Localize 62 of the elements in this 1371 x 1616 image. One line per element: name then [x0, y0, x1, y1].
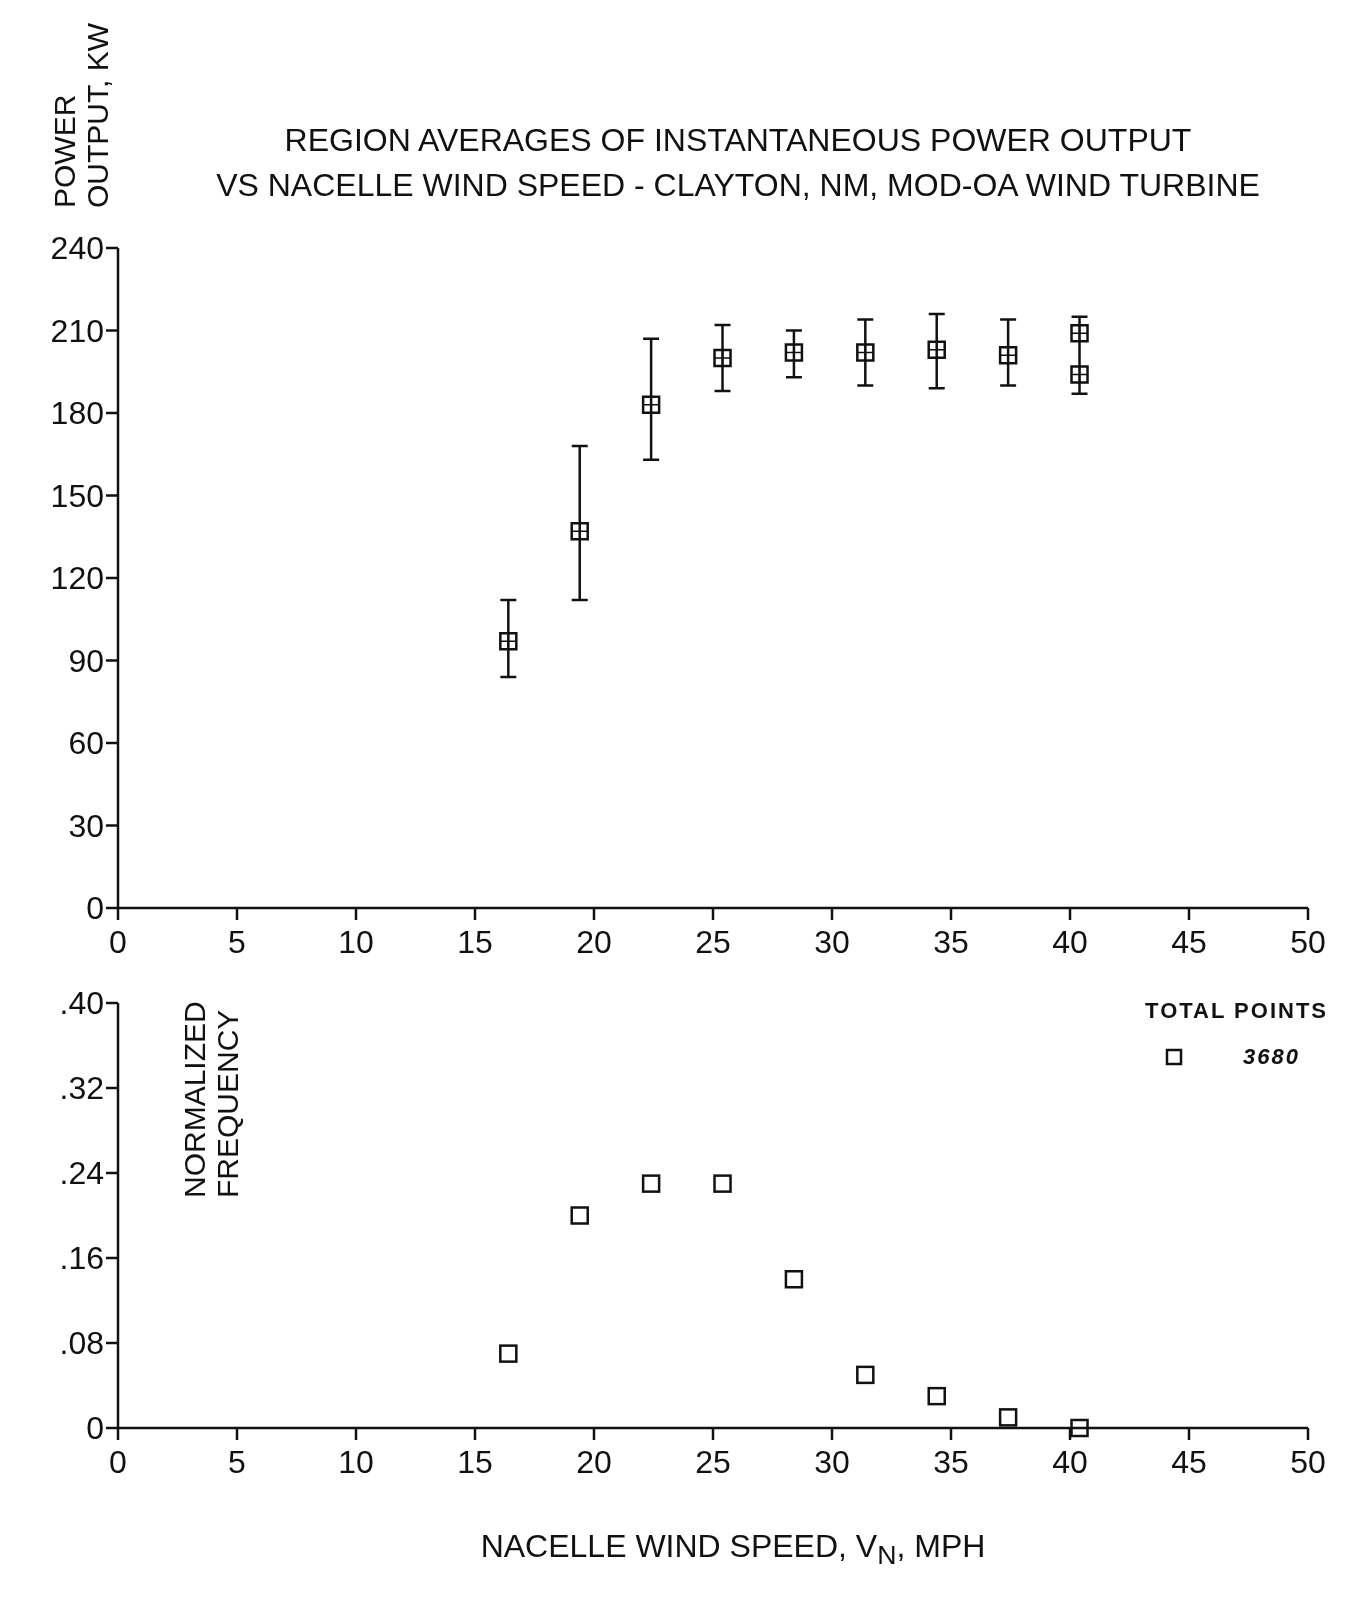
point	[499, 1344, 518, 1363]
x-tick-label: 50	[1290, 1443, 1326, 1480]
y-tick-label: 120	[50, 560, 104, 597]
y-tick-label: 30	[68, 807, 104, 844]
point	[641, 1174, 661, 1193]
x-tick-label: 15	[457, 923, 493, 960]
x-tick-label: 45	[1171, 923, 1207, 960]
point	[1070, 324, 1089, 343]
x-tick-label: 15	[457, 1443, 493, 1480]
point	[570, 1206, 589, 1225]
x-tick-label: 10	[338, 1443, 374, 1480]
x-tick-label: 40	[1052, 923, 1088, 960]
point	[570, 522, 589, 541]
x-tick-label: 20	[576, 1443, 612, 1480]
chart-title: REGION AVERAGES OF INSTANTANEOUS POWER OUTPUT VS NACELLE WIND SPEED - CLAYTON, NM, MOD-OA WIND TURBINE	[215, 121, 1261, 205]
point	[1070, 1418, 1089, 1438]
point	[927, 1386, 946, 1406]
point	[927, 340, 946, 359]
y-axis-title: POWER OUTPUT, KW	[48, 22, 114, 208]
y-tick-label: 90	[68, 642, 104, 679]
x-axis-title: NACELLE WIND SPEED, V$_{N}$, MPH	[479, 1528, 987, 1572]
y-tick-label: .24	[59, 1155, 104, 1192]
x-tick-label: 50	[1290, 923, 1326, 960]
y-tick-label: 0	[86, 890, 104, 927]
point	[856, 1365, 875, 1385]
point	[998, 1408, 1018, 1427]
y-tick-label: 150	[50, 477, 104, 514]
point	[641, 395, 661, 414]
point	[1070, 365, 1089, 384]
y-tick-label: 240	[50, 230, 104, 267]
y-axis-title: NORMALIZED FREQUENCY	[178, 1000, 244, 1198]
point	[784, 1270, 804, 1289]
x-tick-label: 10	[338, 923, 374, 960]
point	[856, 343, 875, 362]
point	[998, 346, 1018, 365]
y-tick-label: .16	[59, 1240, 104, 1277]
x-tick-label: 40	[1052, 1443, 1088, 1480]
y-tick-label: 210	[50, 312, 104, 349]
x-tick-label: 45	[1171, 1443, 1207, 1480]
y-tick-label: .08	[59, 1325, 104, 1362]
y-tick-label: 180	[50, 395, 104, 432]
x-tick-label: 25	[695, 923, 731, 960]
point	[713, 1174, 732, 1193]
x-tick-label: 25	[695, 1443, 731, 1480]
y-tick-label: .40	[59, 985, 104, 1022]
x-tick-label: 30	[814, 923, 850, 960]
x-tick-label: 5	[228, 923, 246, 960]
x-tick-label: 20	[576, 923, 612, 960]
x-tick-label: 35	[933, 923, 969, 960]
x-tick-label: 5	[228, 1443, 246, 1480]
point	[784, 343, 804, 362]
x-tick-label: 35	[933, 1443, 969, 1480]
y-tick-label: 0	[86, 1410, 104, 1447]
point	[499, 632, 518, 651]
point	[713, 348, 732, 368]
legend-title: TOTAL POINTS	[1145, 998, 1328, 1024]
y-tick-label: 60	[68, 725, 104, 762]
x-tick-label: 0	[109, 923, 127, 960]
x-tick-label: 30	[814, 1443, 850, 1480]
y-tick-label: .32	[59, 1070, 104, 1107]
x-tick-label: 0	[109, 1443, 127, 1480]
text: 3680	[1243, 1044, 1301, 1070]
